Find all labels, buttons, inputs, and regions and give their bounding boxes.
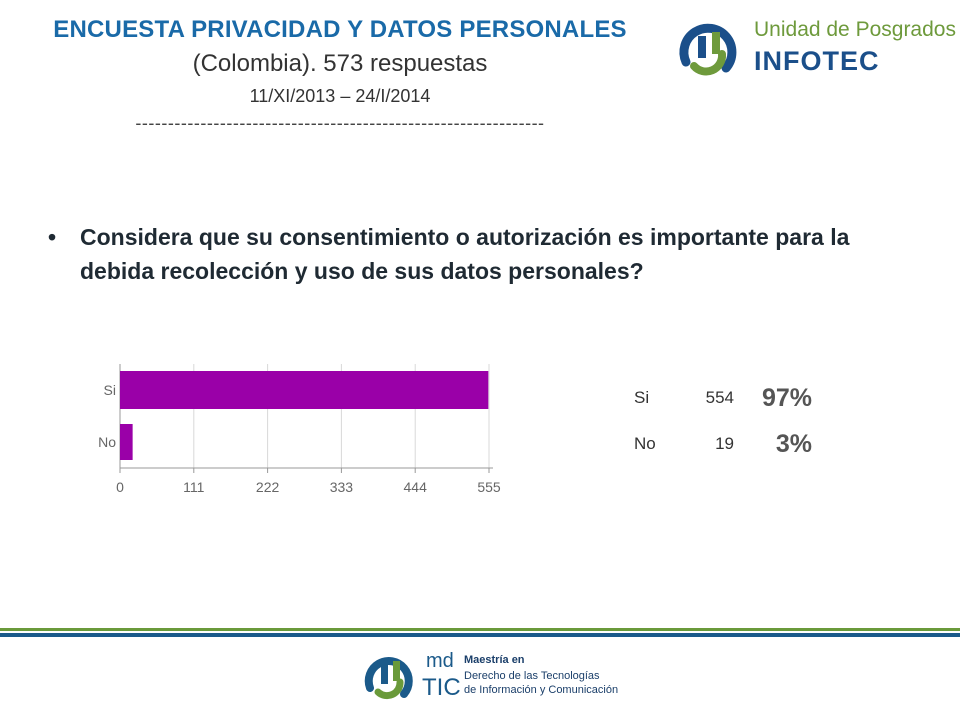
infotec-logo-mark-icon — [679, 23, 737, 76]
summary-percent: 3% — [775, 430, 812, 458]
separator-line: ----------------------------------------… — [135, 113, 545, 133]
summary-row-si: Si 554 97% — [628, 384, 828, 430]
logo-text-md: md — [426, 650, 454, 672]
x-tick-label: 222 — [256, 479, 280, 495]
summary-percent: 97% — [761, 384, 812, 412]
logo-text-informacion: de Información y Comunicación — [464, 684, 619, 696]
x-tick-label: 0 — [116, 479, 124, 495]
bar-no — [120, 424, 133, 460]
bar-chart: 0 111 222 333 444 555 Si No — [98, 364, 501, 495]
y-tick-label: No — [98, 434, 116, 450]
header: ENCUESTA PRIVACIDAD Y DATOS PERSONALES (… — [0, 16, 680, 134]
logo-text-maestria: Maestría en — [464, 654, 525, 666]
x-tick-label: 444 — [404, 479, 428, 495]
mdtic-logo: md TIC Maestría en Derecho de las Tecnol… — [360, 646, 640, 710]
summary-label: No — [634, 434, 656, 453]
summary-count: 19 — [715, 434, 734, 453]
y-tick-label: Si — [104, 382, 116, 398]
footer-rule-blue — [0, 633, 960, 637]
summary-table: Si 554 97% No 19 3% — [628, 384, 828, 476]
x-tick-label: 555 — [477, 479, 501, 495]
survey-dates: 11/XI/2013 – 24/I/2014 — [249, 86, 431, 106]
bar-si — [120, 371, 489, 409]
logo-text-infotec: INFOTEC — [754, 46, 880, 76]
logo-text-derecho: Derecho de las Tecnologías — [464, 670, 600, 682]
logo-text-unidad: Unidad de Posgrados — [754, 18, 956, 41]
survey-title: ENCUESTA PRIVACIDAD Y DATOS PERSONALES — [53, 16, 627, 43]
bullet-point: • — [48, 224, 57, 250]
mdtic-logo-mark-icon — [364, 657, 413, 700]
x-tick-label: 333 — [330, 479, 354, 495]
survey-question: • Considera que su consentimiento o auto… — [48, 220, 868, 288]
survey-subtitle: (Colombia). 573 respuestas — [192, 50, 488, 77]
x-tick-label: 111 — [183, 479, 204, 495]
infotec-logo: Unidad de Posgrados INFOTEC — [672, 14, 956, 84]
logo-text-tic: TIC — [422, 674, 461, 701]
footer-rule-green — [0, 628, 960, 631]
summary-row-no: No 19 3% — [628, 430, 828, 476]
summary-label: Si — [634, 388, 650, 407]
question-text: Considera que su consentimiento o autori… — [80, 224, 850, 284]
summary-count: 554 — [705, 388, 734, 407]
